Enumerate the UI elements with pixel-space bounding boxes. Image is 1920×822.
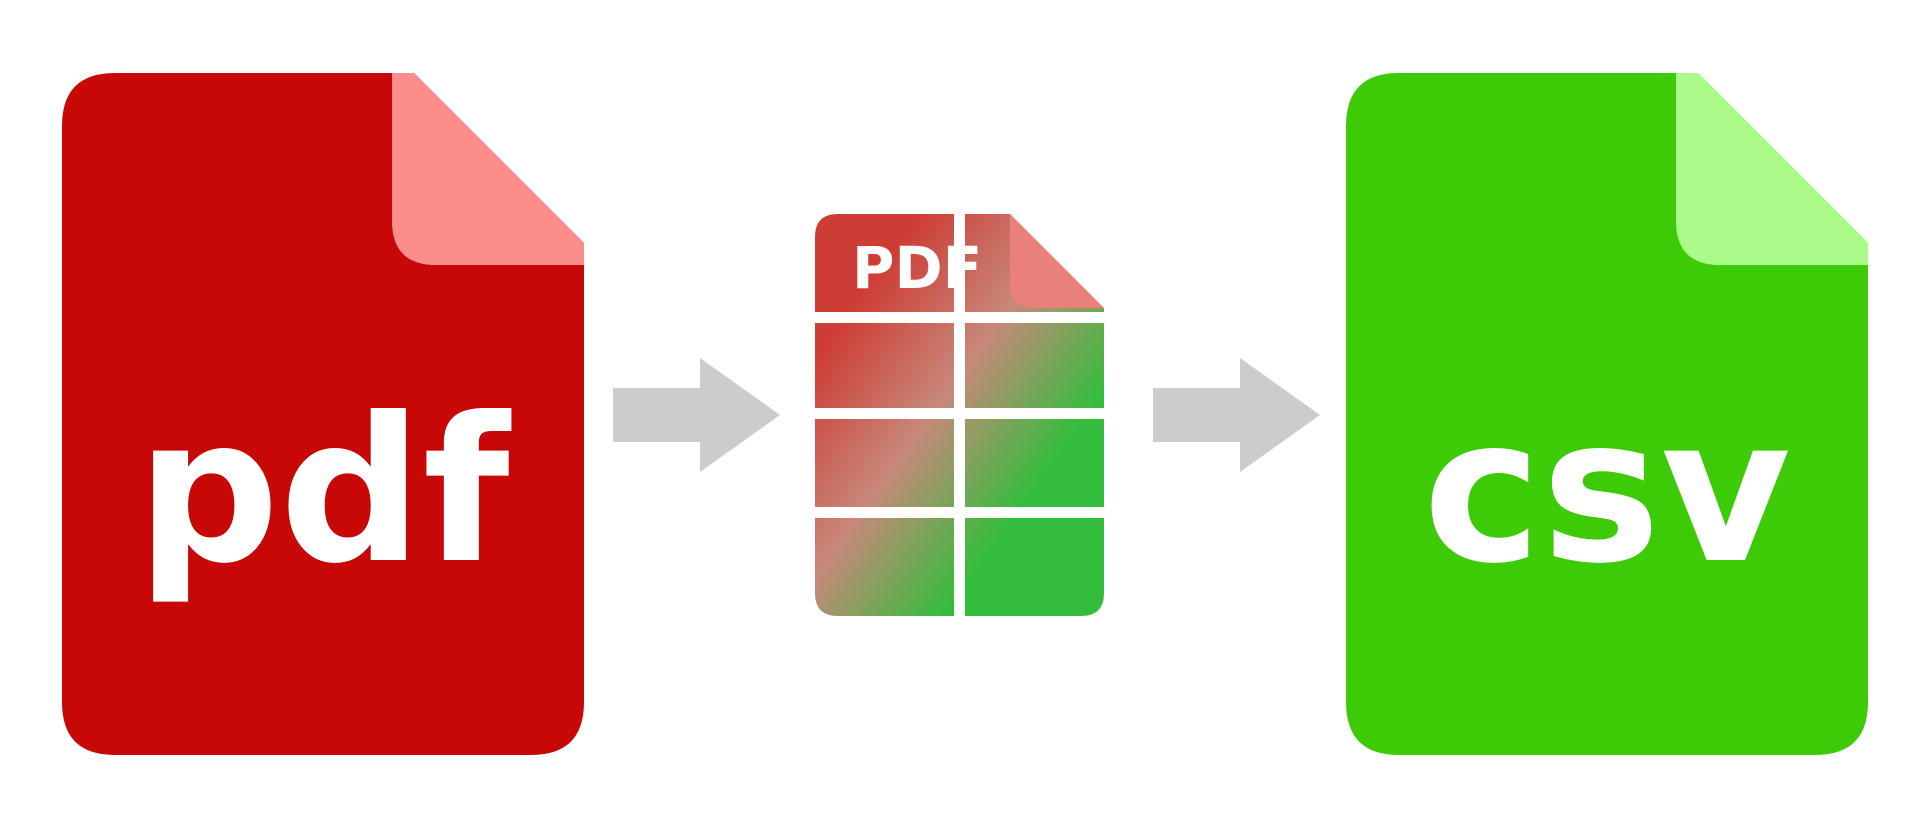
arrow-right-icon [1153, 358, 1320, 472]
table-grid-lines [811, 210, 1109, 620]
pdf-file-icon: pdf [62, 73, 584, 755]
csv-file-label: csv [1423, 375, 1791, 608]
arrow-right-icon [613, 358, 780, 472]
csv-file-icon: csv [1346, 73, 1868, 755]
pdf-table-icon: PDF [811, 210, 1109, 620]
pdf-table-label: PDF [852, 234, 982, 302]
pdf-file-fold [392, 73, 584, 265]
pdf-file-label: pdf [136, 375, 511, 608]
csv-file-fold [1676, 73, 1868, 265]
pdf-table-fold [1010, 214, 1104, 308]
